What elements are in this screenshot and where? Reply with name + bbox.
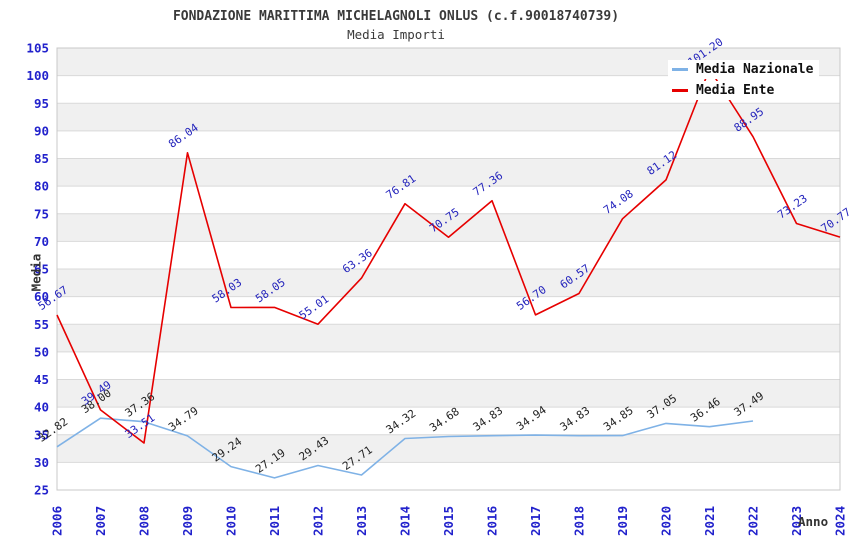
plot-band	[57, 379, 840, 408]
y-tick-label: 50	[34, 344, 49, 359]
y-tick-label: 80	[34, 179, 49, 194]
y-tick-label: 100	[26, 68, 49, 83]
chart-title: FONDAZIONE MARITTIMA MICHELAGNOLI ONLUS …	[172, 9, 620, 24]
x-tick-label: 2007	[93, 506, 108, 536]
y-tick-label: 30	[34, 455, 49, 470]
point-label: 34.83	[471, 404, 506, 434]
plot-band	[57, 158, 840, 187]
point-label: 34.32	[384, 407, 419, 437]
plot-border	[56, 47, 841, 491]
x-tick-label: 2019	[615, 506, 630, 536]
x-tick-label: 2008	[137, 506, 152, 536]
x-tick-label: 2018	[572, 506, 587, 536]
plot-band	[57, 324, 840, 352]
x-tick-label: 2021	[702, 506, 717, 536]
plot-band	[57, 103, 840, 131]
y-tick-label: 75	[34, 206, 49, 221]
x-tick-label: 2016	[485, 506, 500, 536]
x-tick-label: 2024	[833, 506, 848, 536]
chart-subtitle: Media Importi	[347, 27, 445, 42]
legend-swatch-media-nazionale-icon	[672, 68, 688, 71]
y-tick-label: 60	[34, 289, 49, 304]
y-tick-label: 85	[34, 151, 49, 166]
x-tick-label: 2017	[528, 506, 543, 536]
y-tick-label: 35	[34, 427, 49, 442]
x-tick-label: 2022	[746, 506, 761, 536]
point-label: 34.85	[601, 404, 636, 434]
y-axis-title: Media	[28, 253, 44, 292]
y-tick-label: 70	[34, 234, 49, 249]
y-tick-label: 55	[34, 317, 49, 332]
y-tick-label: 65	[34, 262, 49, 277]
legend: Media Nazionale Media Ente	[668, 60, 820, 102]
x-axis-title: Anno	[798, 514, 829, 529]
point-label: 34.83	[558, 404, 593, 434]
x-tick-label: 2006	[50, 506, 65, 536]
x-tick-label: 2015	[441, 506, 456, 536]
legend-item-media-ente: Media Ente	[668, 81, 781, 100]
y-tick-label: 25	[34, 483, 49, 498]
x-tick-label: 2012	[311, 506, 326, 536]
y-tick-label: 90	[34, 123, 49, 138]
y-tick-label: 45	[34, 372, 49, 387]
x-tick-label: 2020	[659, 506, 674, 536]
legend-label-media-nazionale: Media Nazionale	[696, 62, 814, 77]
y-tick-label: 105	[26, 41, 49, 56]
x-tick-label: 2010	[224, 506, 239, 536]
point-label: 34.79	[166, 404, 201, 434]
series-line-media-nazionale	[56, 417, 754, 479]
x-tick-label: 2013	[354, 506, 369, 536]
x-tick-label: 2011	[267, 506, 282, 536]
y-tick-label: 40	[34, 400, 49, 415]
point-label: 34.94	[514, 403, 549, 433]
legend-swatch-media-ente-icon	[672, 89, 688, 92]
plot-band	[57, 434, 840, 463]
x-tick-label: 2009	[180, 506, 195, 536]
plot-band	[57, 269, 840, 297]
point-label: 34.68	[427, 405, 462, 435]
x-tick-label: 2023	[789, 506, 804, 536]
y-tick-label: 95	[34, 96, 49, 111]
x-tick-label: 2014	[398, 506, 413, 536]
legend-item-media-nazionale: Media Nazionale	[668, 60, 820, 79]
legend-label-media-ente: Media Ente	[696, 83, 775, 98]
